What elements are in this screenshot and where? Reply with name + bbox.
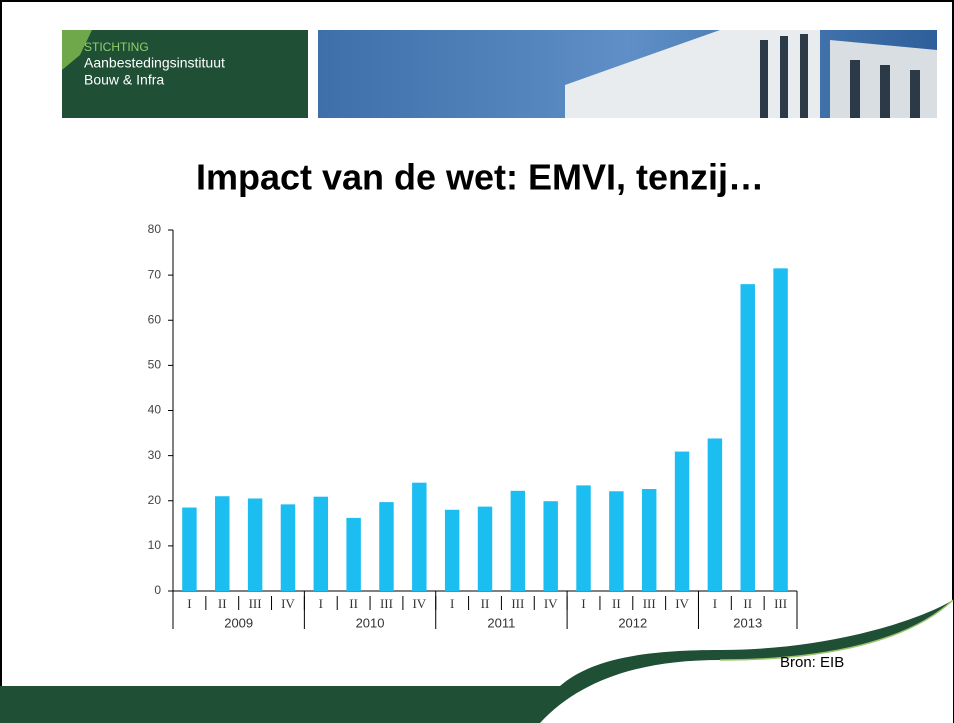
y-tick-label: 50 [148,358,162,372]
source: Bron: EIB [780,654,844,671]
logo-box [62,30,308,118]
year-label: 2011 [487,615,515,630]
x-tick-label: IV [675,596,689,611]
bar [215,496,230,591]
bar [773,268,788,591]
bar [740,284,755,591]
x-tick-label: III [380,596,393,611]
x-tick-label: III [511,596,524,611]
chart-title: Impact van de wet: EMVI, tenzij… [196,157,764,198]
x-tick-label: II [743,596,752,611]
x-tick-label: III [249,596,262,611]
bar [609,491,624,591]
y-tick-label: 80 [148,222,162,236]
x-tick-label: I [581,596,585,611]
x-tick-label: I [713,596,717,611]
year-label: 2013 [733,615,762,630]
x-tick-label: II [481,596,490,611]
year-label: 2009 [224,615,253,630]
y-tick-label: 70 [148,267,162,281]
bar [313,496,329,591]
bar [247,498,263,591]
logo-line2: Aanbestedingsinstituut [84,55,225,71]
bar [379,502,394,591]
building [565,30,820,118]
footer-curve-line [719,599,954,661]
building-windows [760,34,920,118]
y-tick-label: 20 [148,493,162,507]
bar [412,482,427,591]
x-tick-label: IV [281,596,295,611]
bar [707,438,723,591]
y-tick-label: 10 [148,538,162,552]
x-tick-label: II [218,596,227,611]
x-tick-label: I [450,596,454,611]
bar [543,501,558,591]
bar [510,490,526,591]
year-label: 2010 [356,615,385,630]
y-tick-label: 0 [154,583,161,597]
footer-curve [540,600,953,723]
bar [346,517,361,591]
logo-leaf [62,30,92,70]
x-tick-label: II [612,596,621,611]
x-tick-label: II [349,596,358,611]
logo-line3: Bouw & Infra [84,72,164,88]
bar [280,504,296,591]
y-tick-label: 40 [148,403,162,417]
bar [444,509,460,591]
x-tick-label: III [643,596,656,611]
bar [477,506,493,591]
y-tick-label: 30 [148,448,162,462]
bar [182,507,197,591]
logo-line1: STICHTING [84,40,149,54]
x-tick-label: I [187,596,191,611]
x-tick-label: IV [544,596,558,611]
x-tick-label: IV [412,596,426,611]
year-label: 2012 [618,615,647,630]
bar [576,485,591,591]
bar [674,451,690,591]
y-tick-label: 60 [148,312,162,326]
x-tick-label: III [774,596,787,611]
bar [641,489,657,591]
x-tick-label: I [319,596,323,611]
